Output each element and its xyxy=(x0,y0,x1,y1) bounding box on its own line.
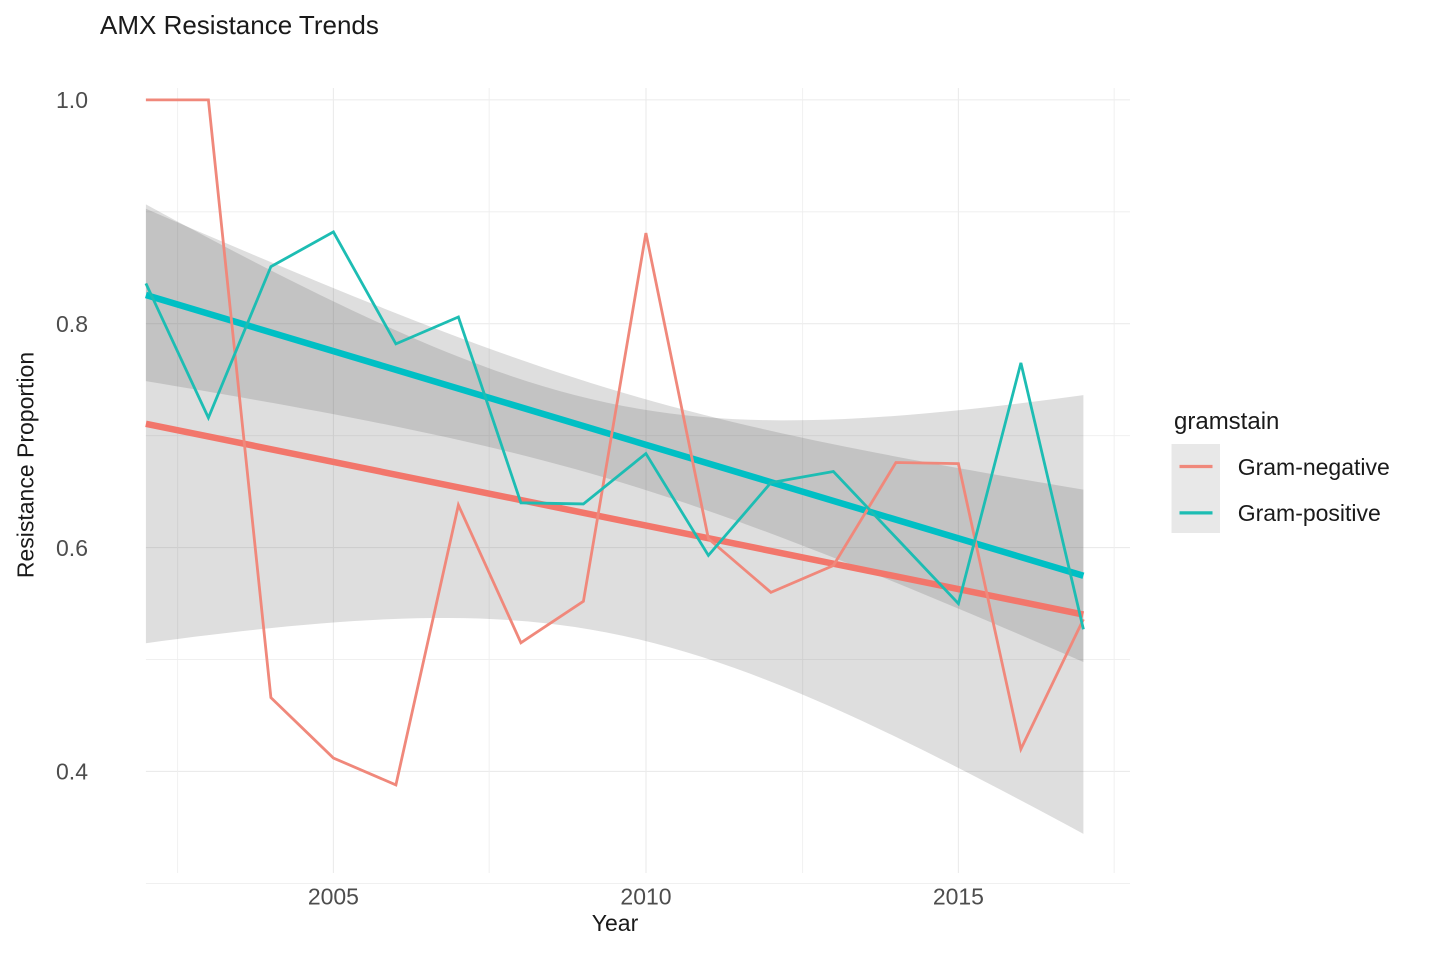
svg-text:2010: 2010 xyxy=(620,884,671,910)
svg-text:2015: 2015 xyxy=(933,884,984,910)
svg-text:0.8: 0.8 xyxy=(56,311,88,337)
svg-text:0.4: 0.4 xyxy=(56,759,88,785)
svg-text:Gram-positive: Gram-positive xyxy=(1238,500,1381,526)
svg-text:Gram-negative: Gram-negative xyxy=(1238,454,1390,480)
svg-text:gramstain: gramstain xyxy=(1174,408,1279,435)
svg-text:1.0: 1.0 xyxy=(56,87,88,113)
svg-text:0.6: 0.6 xyxy=(56,535,88,561)
svg-text:2005: 2005 xyxy=(308,884,359,910)
